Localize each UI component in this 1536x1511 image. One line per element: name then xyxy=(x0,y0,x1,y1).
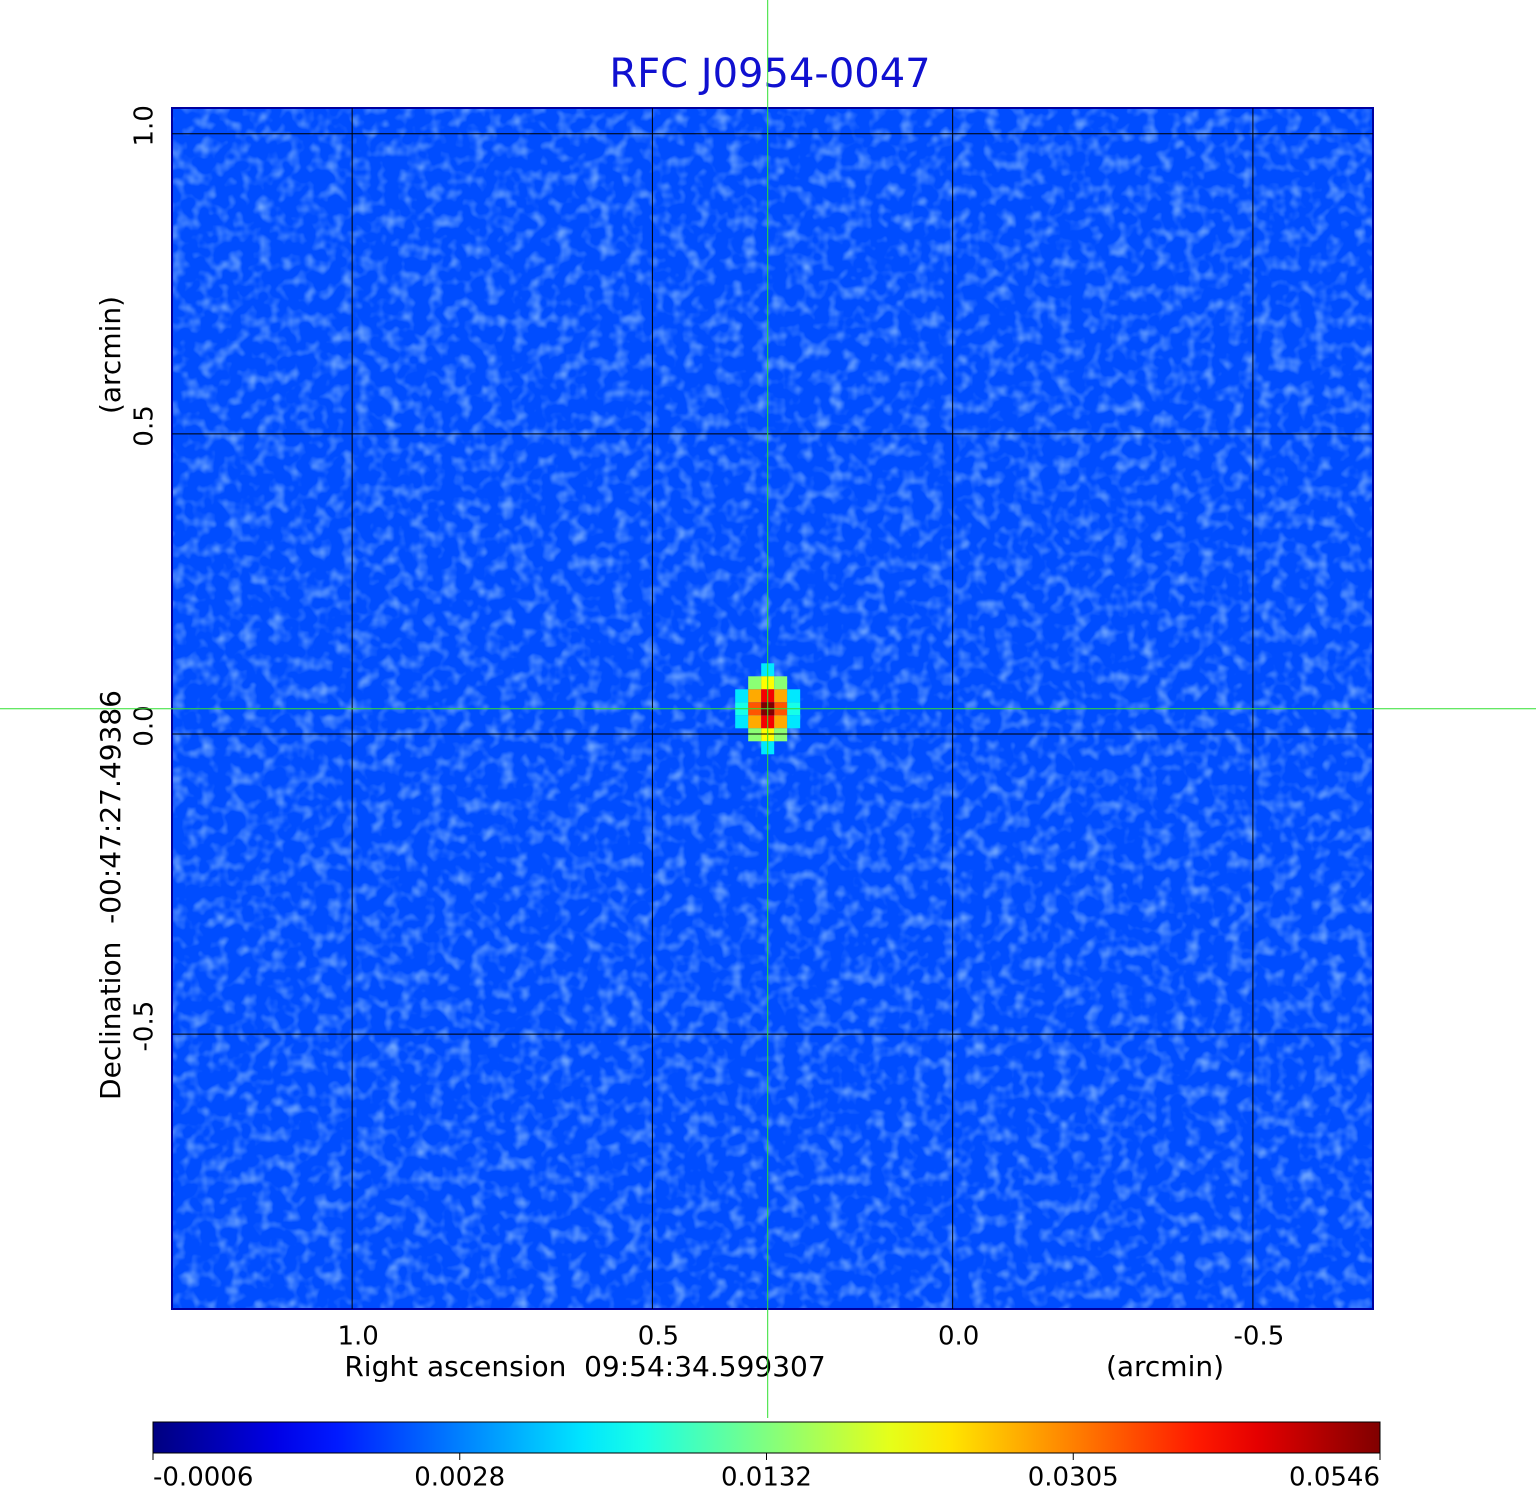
source-pixel xyxy=(748,689,762,703)
source-pixel xyxy=(735,715,749,729)
source-pixel xyxy=(774,728,788,742)
colorbar xyxy=(152,1421,1381,1454)
source-pixel xyxy=(774,676,788,690)
source-pixel xyxy=(735,689,749,703)
y-axis-unit: (arcmin) xyxy=(94,296,127,414)
y-axis-label: Declination -00:47:27.49386 xyxy=(94,690,127,1100)
colorbar-tick-label: 0.0305 xyxy=(1028,1463,1119,1493)
x-tick-label: 0.0 xyxy=(938,1322,979,1352)
colorbar-tick-label: -0.0006 xyxy=(153,1463,253,1493)
x-axis-label: Right ascension 09:54:34.599307 xyxy=(344,1350,825,1383)
y-tick-label: 1.0 xyxy=(130,105,160,146)
x-axis-unit: (arcmin) xyxy=(1106,1350,1224,1383)
chart-title: RFC J0954-0047 xyxy=(609,51,930,97)
colorbar-tick-label: 0.0132 xyxy=(721,1463,812,1493)
y-tick-label: 0.5 xyxy=(130,405,160,446)
source-pixel xyxy=(774,689,788,703)
y-tick-label: 0.0 xyxy=(130,705,160,746)
source-pixel xyxy=(787,715,801,729)
colorbar-tick-label: 0.0028 xyxy=(414,1463,505,1493)
x-tick-label: 1.0 xyxy=(337,1322,378,1352)
y-tick-label: -0.5 xyxy=(130,1001,160,1052)
colorbar-tick-label: 0.0546 xyxy=(1289,1463,1380,1493)
source-pixel xyxy=(748,676,762,690)
source-pixel xyxy=(748,728,762,742)
x-tick-label: -0.5 xyxy=(1234,1322,1285,1352)
source-pixel xyxy=(787,689,801,703)
source-pixel xyxy=(774,715,788,729)
x-tick-label: 0.5 xyxy=(638,1322,679,1352)
source-pixel xyxy=(748,715,762,729)
